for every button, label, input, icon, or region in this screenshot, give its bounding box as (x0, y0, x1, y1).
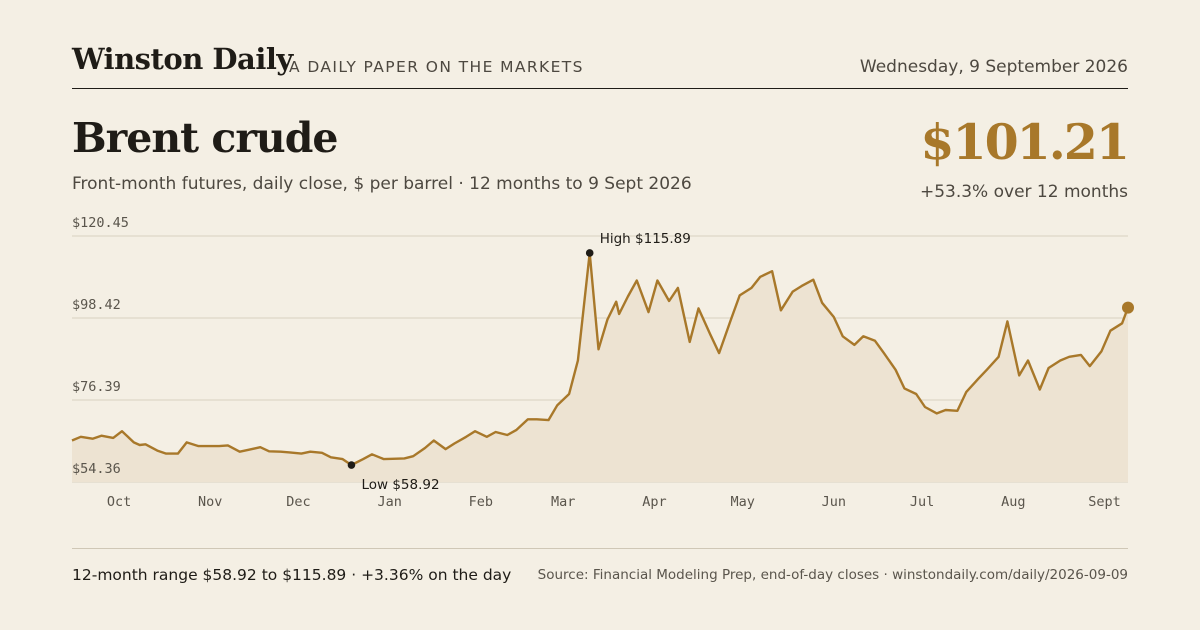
y-tick-label: $76.39 (72, 379, 121, 395)
dateline: Wednesday, 9 September 2026 (859, 57, 1128, 77)
y-tick-label: $120.45 (72, 215, 129, 231)
high-annotation: High $115.89 (600, 231, 691, 247)
brand-name: Winston Daily (72, 42, 293, 76)
x-tick-label: Sept (1088, 494, 1121, 510)
y-tick-label: $54.36 (72, 461, 121, 477)
latest-point-marker (1122, 301, 1134, 314)
low-annotation: Low $58.92 (361, 477, 439, 493)
x-tick-label: Oct (107, 494, 131, 510)
x-tick-label: May (730, 494, 754, 510)
x-tick-label: Nov (198, 494, 222, 510)
price-change: +53.3% over 12 months (919, 182, 1128, 202)
annotation-marker (347, 461, 356, 469)
chart-subtitle: Front-month futures, daily close, $ per … (72, 174, 692, 194)
annotations: High $115.89 Low $58.92 (347, 231, 691, 493)
x-tick-label: Jan (377, 494, 401, 510)
range-summary: 12-month range $58.92 to $115.89 · +3.36… (72, 566, 512, 584)
price-area (72, 253, 1128, 482)
latest-price: $101.21 (920, 113, 1130, 171)
x-tick-label: Apr (642, 494, 666, 510)
masthead: Winston Daily A DAILY PAPER ON THE MARKE… (72, 38, 1128, 89)
footer-divider (72, 548, 1128, 549)
price-line (71, 251, 1130, 467)
x-tick-label: Jun (822, 494, 846, 510)
x-tick-label: Dec (286, 494, 310, 510)
y-axis-labels: $54.36 $76.39 $98.42 $120.45 (72, 215, 129, 477)
y-tick-label: $98.42 (72, 297, 121, 313)
x-tick-label: Jul (910, 494, 934, 510)
annotation-marker (585, 249, 594, 257)
x-tick-label: Feb (469, 494, 493, 510)
x-tick-label: Mar (551, 494, 575, 510)
x-tick-label: Aug (1001, 494, 1025, 510)
source-credit: Source: Financial Modeling Prep, end-of-… (537, 567, 1128, 583)
tagline: A DAILY PAPER ON THE MARKETS (289, 58, 584, 76)
x-axis-labels: Oct Nov Dec Jan Feb Mar Apr May Jun Jul Aug Sept (107, 494, 1121, 510)
chart-title: Brent crude (72, 114, 338, 162)
